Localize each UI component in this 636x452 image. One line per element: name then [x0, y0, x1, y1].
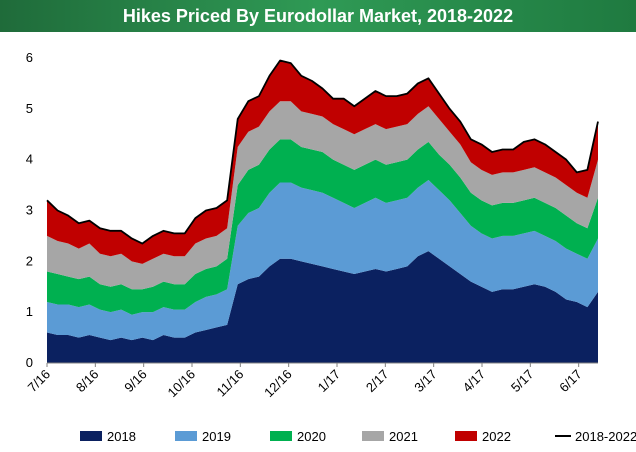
legend-swatch-2022 [455, 431, 477, 441]
x-tick-label: 3/17 [411, 367, 440, 396]
x-tick-label: 10/16 [165, 367, 199, 401]
legend-swatch-2018 [80, 431, 102, 441]
total-line [46, 59, 599, 245]
area-series-2020 [47, 139, 598, 315]
area-series-2018 [47, 251, 598, 363]
legend-label-2020: 2020 [297, 429, 326, 444]
y-tick-label: 5 [26, 101, 33, 116]
y-tick-label: 4 [26, 152, 33, 167]
x-tick-label: 6/17 [556, 367, 585, 396]
x-tick-label: 5/17 [508, 367, 537, 396]
chart-title: Hikes Priced By Eurodollar Market, 2018-… [0, 0, 636, 32]
x-tick-label: 8/16 [73, 367, 102, 396]
x-tick-label: 12/16 [261, 367, 295, 401]
area-chart: 0 1 2 3 4 5 6 7/16 8/16 9/16 10/16 11/16 12/16 1/17 2/… [25, 50, 636, 444]
legend-label-2021: 2021 [389, 429, 418, 444]
y-tick-label: 0 [26, 355, 33, 370]
legend-swatch-2019 [175, 431, 197, 441]
y-tick-label: 2 [26, 253, 33, 268]
x-tick-label: 4/17 [460, 367, 489, 396]
legend: 2018 2019 2020 2021 2022 2018-2022 [80, 429, 636, 444]
x-tick-label: 9/16 [121, 367, 150, 396]
x-tick-label: 7/16 [25, 367, 54, 396]
legend-swatch-2020 [270, 431, 292, 441]
legend-label-2022: 2022 [482, 429, 511, 444]
y-tick-label: 3 [26, 203, 33, 218]
stacked-areas [47, 60, 598, 363]
y-tick-label: 1 [26, 304, 33, 319]
y-tick-label: 6 [26, 50, 33, 65]
x-tick-label: 2/17 [363, 367, 392, 396]
area-series-2021 [47, 101, 598, 290]
total-line-group [46, 59, 599, 245]
area-series-2019 [47, 180, 598, 341]
legend-label-2019: 2019 [202, 429, 231, 444]
x-tick-label: 1/17 [315, 367, 344, 396]
legend-label-2018-2022: 2018-2022 [575, 429, 636, 444]
legend-swatch-2021 [362, 431, 384, 441]
x-tick-label: 11/16 [214, 367, 247, 400]
legend-label-2018: 2018 [107, 429, 136, 444]
area-series-2022 [47, 60, 598, 264]
